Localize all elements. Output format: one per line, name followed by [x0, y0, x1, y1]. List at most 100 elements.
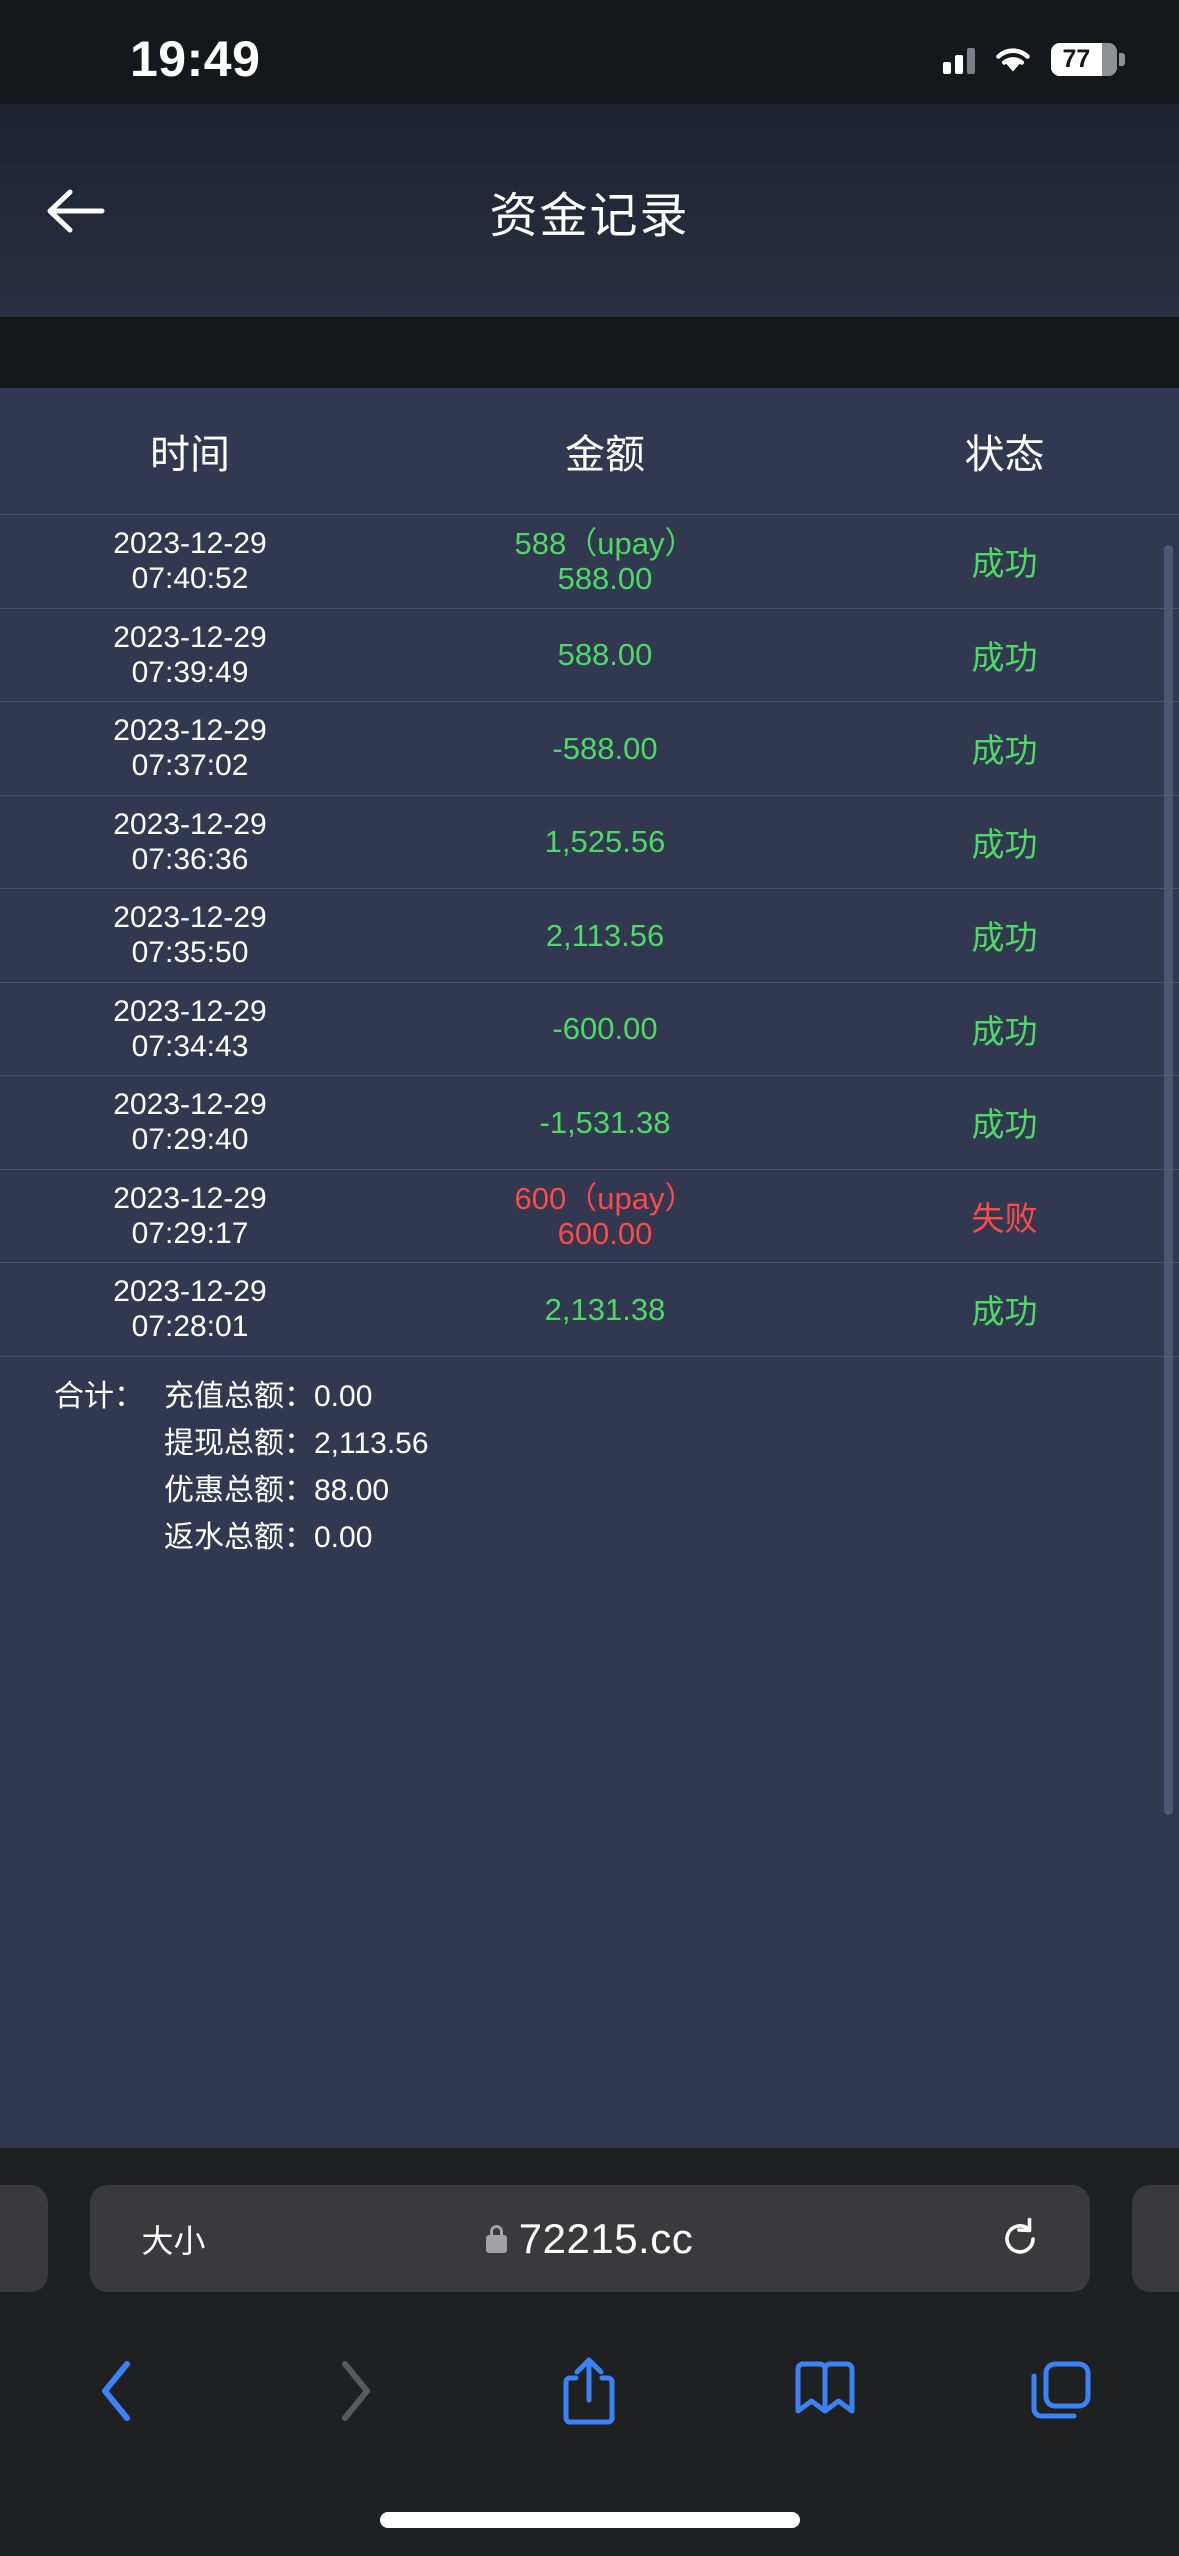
- record-time: 07:29:17: [131, 1216, 249, 1250]
- records-sheet: 时间 金额 状态 2023-12-29 07:40:52 588（upay） 588.…: [0, 388, 1179, 2148]
- back-arrow-icon[interactable]: [30, 166, 120, 256]
- battery-icon: 77: [1051, 42, 1125, 76]
- tabs-icon[interactable]: [943, 2331, 1179, 2451]
- back-chevron-icon[interactable]: [0, 2331, 236, 2451]
- table-row: 2023-12-29 07:35:50 2,113.56 成功: [0, 889, 1179, 983]
- record-time: 07:35:50: [131, 936, 249, 970]
- reload-icon[interactable]: [998, 2217, 1042, 2261]
- cell-status: 成功: [971, 732, 1038, 770]
- record-date: 2023-12-29: [113, 994, 267, 1028]
- record-date: 2023-12-29: [113, 901, 267, 935]
- cell-time: 2023-12-29 07:37:02: [0, 713, 380, 783]
- record-time: 07:36:36: [131, 842, 249, 876]
- amount-primary: 1,525.56: [544, 824, 666, 860]
- totals-item: 充值总额：0.00: [164, 1373, 429, 1420]
- totals-item-label: 提现总额：: [164, 1426, 314, 1460]
- cell-status: 成功: [971, 545, 1038, 583]
- cellular-signal-icon: [943, 44, 975, 74]
- cell-time: 2023-12-29 07:40:52: [0, 526, 380, 596]
- totals-item-label: 充值总额：: [164, 1379, 314, 1413]
- amount-primary: -1,531.38: [539, 1104, 671, 1140]
- totals-item: 提现总额：2,113.56: [164, 1420, 429, 1467]
- cell-status: 成功: [971, 1293, 1038, 1331]
- table-row: 2023-12-29 07:29:40 -1,531.38 成功: [0, 1076, 1179, 1170]
- address-bar[interactable]: 大小 72215.cc: [89, 2185, 1090, 2292]
- cell-status: 成功: [971, 1012, 1038, 1050]
- amount-secondary: 588.00: [557, 561, 653, 597]
- cell-status: 成功: [971, 1106, 1038, 1144]
- page-title: 资金记录: [489, 189, 690, 243]
- cell-amount: -600.00: [380, 1011, 830, 1046]
- table-row: 2023-12-29 07:36:36 1,525.56 成功: [0, 796, 1179, 889]
- app-header: 资金记录: [0, 104, 1179, 317]
- record-date: 2023-12-29: [113, 714, 267, 748]
- totals-list: 充值总额：0.00 提现总额：2,113.56 优惠总额：88.00 返水总额：0.0…: [150, 1373, 429, 1561]
- cell-time: 2023-12-29 07:34:43: [0, 994, 380, 1064]
- table-body: 2023-12-29 07:40:52 588（upay） 588.00 成功 2023-…: [0, 515, 1179, 1357]
- status-bar-indicators: 77: [943, 32, 1125, 86]
- previous-tab-peek[interactable]: [0, 2185, 48, 2292]
- cell-amount: -1,531.38: [380, 1105, 830, 1140]
- totals-item-value: 0.00: [314, 1379, 373, 1413]
- cell-status: 成功: [971, 919, 1038, 957]
- amount-primary: -600.00: [552, 1011, 658, 1047]
- amount-primary: -588.00: [552, 730, 658, 766]
- status-bar-clock: 19:49: [130, 31, 261, 87]
- amount-primary: 588.00: [557, 637, 653, 673]
- totals-item: 返水总额：0.00: [164, 1514, 429, 1561]
- cell-amount: 600（upay） 600.00: [380, 1181, 830, 1251]
- amount-secondary: 600.00: [557, 1215, 653, 1251]
- status-bar: 19:49 77: [0, 0, 1179, 104]
- table-header-row: 时间 金额 状态: [0, 388, 1179, 515]
- cell-time: 2023-12-29 07:29:17: [0, 1181, 380, 1251]
- amount-primary: 600（upay）: [514, 1180, 696, 1216]
- vertical-scrollbar[interactable]: [1164, 545, 1173, 1815]
- table-row: 2023-12-29 07:39:49 588.00 成功: [0, 609, 1179, 702]
- record-date: 2023-12-29: [113, 620, 267, 654]
- totals-item-value: 2,113.56: [314, 1426, 429, 1460]
- amount-primary: 2,131.38: [544, 1291, 666, 1327]
- bookmarks-icon[interactable]: [707, 2331, 943, 2451]
- home-indicator: [379, 2512, 800, 2528]
- totals-label: 合计：: [54, 1379, 144, 1413]
- cell-amount: 2,113.56: [380, 918, 830, 953]
- lock-icon: [485, 2224, 507, 2253]
- page-size-button[interactable]: 大小: [141, 2222, 206, 2259]
- totals-section: 合计： 充值总额：0.00 提现总额：2,113.56 优惠总额：88.00 返水总额…: [0, 1357, 1179, 1561]
- url-bar-row: 大小 72215.cc: [0, 2185, 1179, 2292]
- cell-amount: -588.00: [380, 731, 830, 766]
- record-date: 2023-12-29: [113, 1181, 267, 1215]
- record-time: 07:39:49: [131, 655, 249, 689]
- record-time: 07:37:02: [131, 749, 249, 783]
- url-display: 72215.cc: [90, 2215, 1090, 2263]
- record-time: 07:29:40: [131, 1123, 249, 1157]
- share-icon[interactable]: [472, 2331, 708, 2451]
- cell-status: 失败: [971, 1199, 1038, 1237]
- totals-item-label: 优惠总额：: [164, 1473, 314, 1507]
- record-time: 07:28:01: [131, 1310, 249, 1344]
- cell-amount: 1,525.56: [380, 824, 830, 859]
- column-header-status: 状态: [964, 433, 1045, 477]
- cell-status: 成功: [971, 825, 1038, 863]
- safari-chrome: 大小 72215.cc: [0, 2148, 1179, 2556]
- cell-time: 2023-12-29 07:35:50: [0, 900, 380, 970]
- record-time: 07:34:43: [131, 1029, 249, 1063]
- cell-amount: 588（upay） 588.00: [380, 526, 830, 596]
- cell-time: 2023-12-29 07:36:36: [0, 807, 380, 877]
- table-row: 2023-12-29 07:28:01 2,131.38 成功: [0, 1263, 1179, 1357]
- record-date: 2023-12-29: [113, 1088, 267, 1122]
- totals-item: 优惠总额：88.00: [164, 1467, 429, 1514]
- cell-time: 2023-12-29 07:28:01: [0, 1274, 380, 1344]
- amount-primary: 2,113.56: [545, 917, 665, 953]
- header-spacer: [0, 317, 1179, 388]
- table-row: 2023-12-29 07:40:52 588（upay） 588.00 成功: [0, 515, 1179, 609]
- wifi-icon: [992, 43, 1034, 75]
- url-text: 72215.cc: [518, 2214, 694, 2262]
- table-row: 2023-12-29 07:29:17 600（upay） 600.00 失败: [0, 1170, 1179, 1263]
- cell-time: 2023-12-29 07:29:40: [0, 1087, 380, 1157]
- cell-amount: 2,131.38: [380, 1292, 830, 1327]
- record-date: 2023-12-29: [113, 807, 267, 841]
- record-date: 2023-12-29: [113, 527, 267, 561]
- next-tab-peek[interactable]: [1131, 2185, 1179, 2292]
